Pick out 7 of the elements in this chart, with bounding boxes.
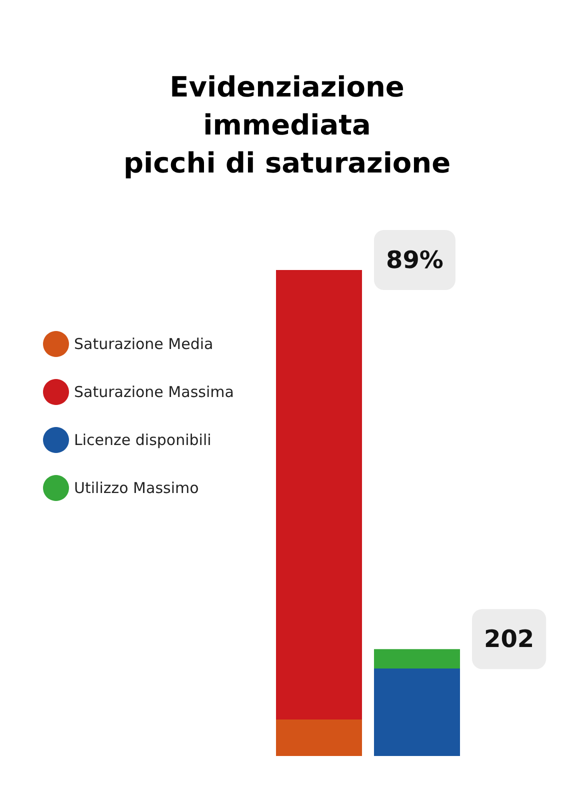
legend-label: Saturazione Massima (74, 383, 234, 401)
legend-label: Licenze disponibili (74, 431, 212, 449)
legend-label: Utilizzo Massimo (74, 479, 199, 497)
chart-title: Evidenziazione immediata picchi di saturazione (123, 70, 451, 180)
annotation: 89% (386, 246, 444, 274)
text: 202 (484, 625, 534, 654)
legend-label: Saturazione Media (74, 335, 214, 353)
